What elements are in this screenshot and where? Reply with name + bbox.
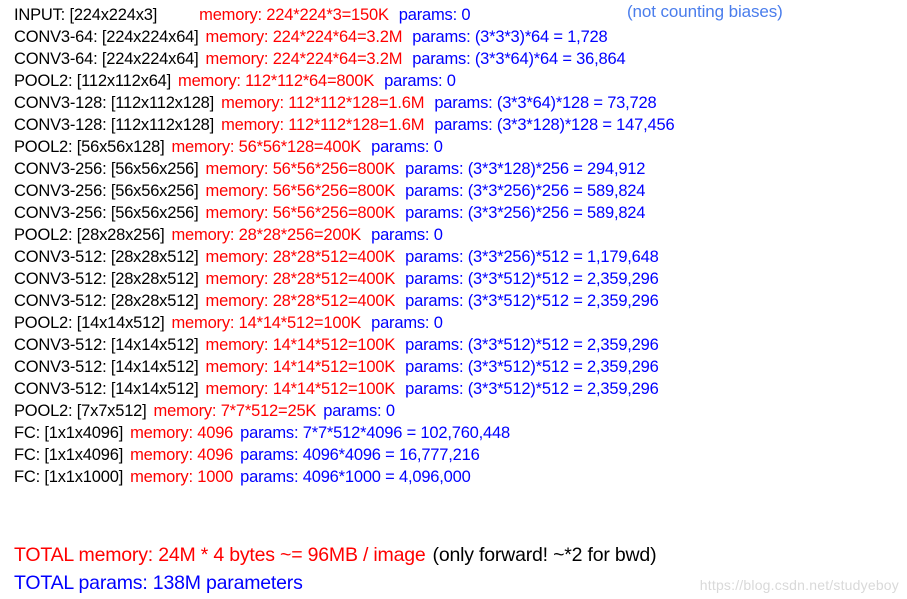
layer-params: params: (3*3*512)*512 = 2,359,296 — [405, 380, 659, 398]
layer-memory: memory: 14*14*512=100K — [205, 336, 396, 354]
layer-shape: CONV3-512: [28x28x512] — [14, 248, 199, 266]
layer-shape: POOL2: [14x14x512] — [14, 314, 165, 332]
total-memory-row: TOTAL memory: 24M * 4 bytes ~= 96MB / im… — [14, 541, 904, 569]
layer-memory: memory: 28*28*256=200K — [171, 226, 362, 244]
layer-row: CONV3-512: [14x14x512] memory: 14*14*512=… — [14, 378, 904, 400]
layer-shape: CONV3-512: [28x28x512] — [14, 292, 199, 310]
layer-row: CONV3-128: [112x112x128] memory: 112*112*… — [14, 92, 904, 114]
layer-params: params: (3*3*512)*512 = 2,359,296 — [405, 336, 659, 354]
layer-memory: memory: 112*112*64=800K — [178, 72, 375, 90]
layer-params: params: (3*3*512)*512 = 2,359,296 — [405, 270, 659, 288]
layer-shape: CONV3-128: [112x112x128] — [14, 94, 215, 112]
layer-params: params: 0 — [371, 226, 443, 244]
layer-shape: CONV3-512: [14x14x512] — [14, 358, 199, 376]
layer-row: FC: [1x1x4096] memory: 4096 params: 7*7*51… — [14, 422, 904, 444]
layer-memory: memory: 224*224*3=150K — [199, 6, 389, 24]
bias-note-annotation: (not counting biases) — [627, 2, 783, 21]
layer-memory: memory: 1000 — [130, 468, 234, 486]
layer-row: FC: [1x1x1000] memory: 1000 params: 4096*1… — [14, 466, 904, 488]
layer-shape: CONV3-512: [28x28x512] — [14, 270, 199, 288]
total-memory-note: (only forward! ~*2 for bwd) — [432, 544, 657, 566]
layer-list: INPUT: [224x224x3] memory: 224*224*3=150K… — [14, 4, 904, 488]
layer-memory: memory: 7*7*512=25K — [153, 402, 317, 420]
layer-memory: memory: 14*14*512=100K — [205, 358, 396, 376]
layer-params: params: (3*3*64)*64 = 36,864 — [412, 50, 626, 68]
layer-params: params: 4096*1000 = 4,096,000 — [240, 468, 471, 486]
layer-row: CONV3-128: [112x112x128] memory: 112*112*… — [14, 114, 904, 136]
layer-row: POOL2: [14x14x512] memory: 14*14*512=100K… — [14, 312, 904, 334]
layer-params: params: 0 — [371, 138, 443, 156]
layer-memory: memory: 14*14*512=100K — [171, 314, 362, 332]
layer-params: params: (3*3*256)*256 = 589,824 — [405, 204, 646, 222]
layer-shape: POOL2: [112x112x64] — [14, 72, 172, 90]
layer-params: params: (3*3*64)*128 = 73,728 — [434, 94, 657, 112]
layer-row: CONV3-64: [224x224x64] memory: 224*224*64… — [14, 26, 904, 48]
layer-shape: CONV3-256: [56x56x256] — [14, 204, 199, 222]
layer-shape: FC: [1x1x1000] — [14, 468, 124, 486]
layer-shape: FC: [1x1x4096] — [14, 446, 124, 464]
layer-memory: memory: 28*28*512=400K — [205, 292, 396, 310]
layer-params: params: 0 — [384, 72, 456, 90]
layer-params: params: (3*3*128)*256 = 294,912 — [405, 160, 646, 178]
layer-shape: CONV3-512: [14x14x512] — [14, 380, 199, 398]
layer-row: CONV3-64: [224x224x64] memory: 224*224*64… — [14, 48, 904, 70]
layer-row: CONV3-512: [28x28x512] memory: 28*28*512=… — [14, 290, 904, 312]
layer-memory: memory: 224*224*64=3.2M — [205, 28, 403, 46]
total-memory-value: TOTAL memory: 24M * 4 bytes ~= 96MB / im… — [14, 544, 426, 566]
layer-shape: CONV3-64: [224x224x64] — [14, 50, 199, 68]
layer-memory: memory: 112*112*128=1.6M — [221, 116, 425, 134]
layer-params: params: 0 — [371, 314, 443, 332]
total-params-value: TOTAL params: 138M parameters — [14, 572, 303, 594]
layer-row: CONV3-512: [28x28x512] memory: 28*28*512=… — [14, 246, 904, 268]
layer-row: FC: [1x1x4096] memory: 4096 params: 4096*4… — [14, 444, 904, 466]
totals-block: TOTAL memory: 24M * 4 bytes ~= 96MB / im… — [14, 541, 904, 597]
layer-memory: memory: 4096 — [130, 424, 234, 442]
layer-row: CONV3-256: [56x56x256] memory: 56*56*256=… — [14, 202, 904, 224]
layer-memory: memory: 4096 — [130, 446, 234, 464]
layer-row: CONV3-512: [28x28x512] memory: 28*28*512=… — [14, 268, 904, 290]
layer-row: POOL2: [56x56x128] memory: 56*56*128=400K… — [14, 136, 904, 158]
layer-row: POOL2: [112x112x64] memory: 112*112*64=80… — [14, 70, 904, 92]
layer-memory: memory: 56*56*128=400K — [171, 138, 362, 156]
layer-memory: memory: 56*56*256=800K — [205, 204, 396, 222]
layer-memory: memory: 56*56*256=800K — [205, 160, 396, 178]
layer-shape: FC: [1x1x4096] — [14, 424, 124, 442]
layer-shape: CONV3-256: [56x56x256] — [14, 160, 199, 178]
layer-memory: memory: 28*28*512=400K — [205, 248, 396, 266]
layer-row: CONV3-512: [14x14x512] memory: 14*14*512=… — [14, 356, 904, 378]
layer-row: POOL2: [7x7x512] memory: 7*7*512=25K param… — [14, 400, 904, 422]
layer-memory: memory: 28*28*512=400K — [205, 270, 396, 288]
layer-row: INPUT: [224x224x3] memory: 224*224*3=150K… — [14, 4, 904, 26]
layer-memory: memory: 14*14*512=100K — [205, 380, 396, 398]
layer-row: POOL2: [28x28x256] memory: 28*28*256=200K… — [14, 224, 904, 246]
layer-params: params: (3*3*256)*512 = 1,179,648 — [405, 248, 659, 266]
layer-shape: CONV3-256: [56x56x256] — [14, 182, 199, 200]
layer-params: params: (3*3*128)*128 = 147,456 — [434, 116, 675, 134]
layer-memory: memory: 56*56*256=800K — [205, 182, 396, 200]
layer-row: CONV3-256: [56x56x256] memory: 56*56*256=… — [14, 180, 904, 202]
layer-params: params: (3*3*512)*512 = 2,359,296 — [405, 292, 659, 310]
watermark: https://blog.csdn.net/studyeboy — [699, 577, 899, 593]
layer-memory: memory: 112*112*128=1.6M — [221, 94, 425, 112]
layer-shape: POOL2: [7x7x512] — [14, 402, 147, 420]
layer-params: params: 4096*4096 = 16,777,216 — [240, 446, 480, 464]
layer-row: CONV3-512: [14x14x512] memory: 14*14*512=… — [14, 334, 904, 356]
layer-shape: CONV3-64: [224x224x64] — [14, 28, 199, 46]
layer-shape: POOL2: [28x28x256] — [14, 226, 165, 244]
layer-shape: CONV3-128: [112x112x128] — [14, 116, 215, 134]
layer-params: params: 0 — [398, 6, 471, 24]
layer-shape: CONV3-512: [14x14x512] — [14, 336, 199, 354]
layer-params: params: (3*3*512)*512 = 2,359,296 — [405, 358, 659, 376]
layer-shape: INPUT: [224x224x3] — [14, 6, 158, 24]
layer-params: params: (3*3*3)*64 = 1,728 — [412, 28, 608, 46]
total-params-row: TOTAL params: 138M parameters — [14, 569, 904, 597]
layer-params: params: 7*7*512*4096 = 102,760,448 — [240, 424, 510, 442]
layer-params: params: 0 — [323, 402, 395, 420]
layer-shape: POOL2: [56x56x128] — [14, 138, 165, 156]
layer-memory: memory: 224*224*64=3.2M — [205, 50, 403, 68]
layer-params: params: (3*3*256)*256 = 589,824 — [405, 182, 646, 200]
layer-row: CONV3-256: [56x56x256] memory: 56*56*256=… — [14, 158, 904, 180]
